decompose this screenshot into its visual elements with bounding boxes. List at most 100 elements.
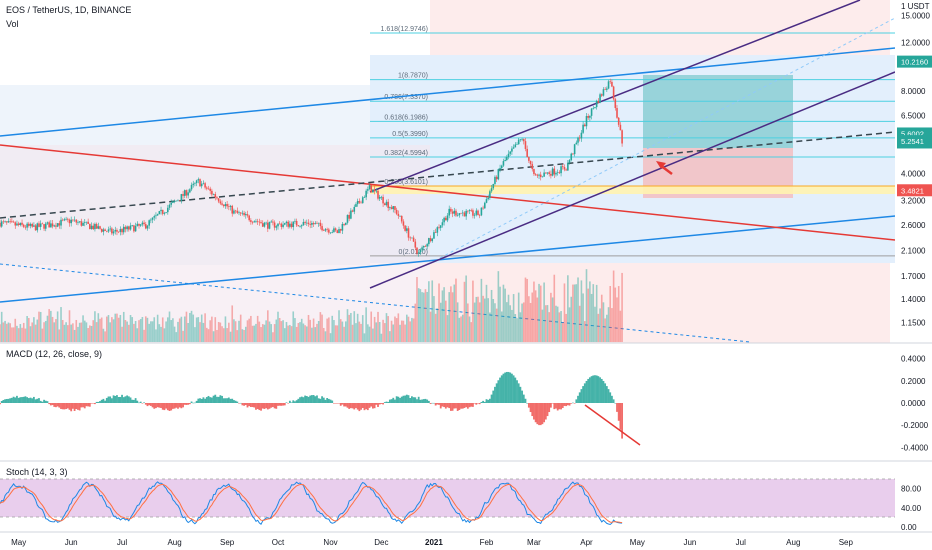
macd-hist-bar	[253, 403, 256, 408]
candle-body	[500, 165, 503, 169]
volume-bar	[595, 284, 598, 342]
macd-hist-bar	[29, 397, 32, 403]
macd-hist-bar	[56, 403, 59, 407]
trend-lines[interactable]	[0, 0, 896, 343]
volume-bar	[268, 321, 271, 342]
candle-body	[114, 229, 117, 232]
macd-hist-bar	[178, 403, 181, 408]
macd-hist-bar	[22, 396, 25, 403]
price-label-text: 10.2160	[901, 58, 928, 67]
macd-hist-bar	[210, 397, 213, 403]
volume-bar	[180, 316, 183, 342]
candle-body	[144, 224, 147, 229]
macd-hist-bar	[558, 403, 561, 410]
candle-body	[222, 204, 225, 207]
candle-body	[9, 221, 11, 222]
volume-bar	[60, 307, 62, 342]
macd-hist-bar	[366, 403, 369, 411]
candle-body	[548, 172, 551, 174]
macd-hist-bar	[138, 402, 140, 404]
volume-bar	[75, 319, 78, 342]
candle-body	[465, 210, 467, 217]
macd-hist-bar	[512, 375, 515, 403]
macd-hist-bar	[411, 396, 413, 403]
macd-hist-bar	[110, 398, 113, 403]
candle-body	[234, 210, 237, 212]
candle-body	[36, 223, 39, 231]
volume-bar	[529, 302, 532, 342]
macd-pane[interactable]: MACD (12, 26, close, 9) 0.4000 0.2000 0.00…	[0, 349, 929, 452]
macd-hist-bar	[131, 399, 134, 403]
volume-bar	[551, 297, 554, 342]
macd-hist-bar	[611, 395, 613, 403]
candle-body	[256, 221, 259, 222]
volume-bar	[216, 329, 218, 342]
fib-level-label: 0(2.0110)	[399, 249, 428, 256]
macd-hist-bar	[16, 395, 18, 403]
volume-bar	[311, 327, 313, 342]
macd-hist-bar	[283, 403, 286, 406]
macd-hist-bar	[351, 403, 354, 409]
candle-body	[572, 153, 574, 155]
volume-bar	[377, 311, 379, 342]
candle-body	[182, 194, 184, 196]
macd-hist-bar	[285, 402, 288, 403]
macd-hist-bar	[36, 398, 39, 403]
volume-bar	[299, 322, 301, 342]
macd-hist-bar	[148, 403, 151, 406]
volume-bar	[187, 323, 189, 342]
time-axis[interactable]: May Jun Jul Aug Sep Oct Nov Dec 2021 Feb Mar Apr May…	[11, 538, 853, 547]
macd-hist-bar	[177, 403, 179, 409]
candle-body	[324, 229, 327, 231]
candle-body	[587, 116, 589, 118]
volume-bar	[336, 325, 339, 342]
volume-bar	[158, 324, 161, 342]
candle-body	[361, 197, 364, 204]
candle-body	[380, 196, 383, 198]
volume-bar	[7, 322, 10, 342]
candle-body	[148, 220, 150, 226]
candle-body	[487, 197, 489, 200]
macd-hist-bar	[373, 403, 376, 409]
price-tick-label: 2.6000	[901, 221, 926, 230]
volume-bar	[387, 316, 389, 342]
macd-hist-bar	[360, 403, 362, 410]
volume-bar	[404, 324, 406, 342]
volume-bar	[290, 326, 293, 342]
candle-body	[243, 212, 245, 216]
fib-retracement[interactable]: 1.618(12.9746) 1(8.7870) 0.786(7.3370) 0.61…	[370, 26, 895, 257]
candle-body	[94, 223, 96, 230]
macd-hist-bar	[233, 400, 235, 403]
macd-hist-bar	[100, 399, 103, 403]
macd-hist-bar	[305, 396, 308, 403]
stoch-pane[interactable]: Stoch (14, 3, 3) 80.00 40.00 0.00	[0, 467, 922, 532]
fib-level-label: 0.236(3.6101)	[384, 179, 428, 186]
candle-body	[248, 215, 250, 221]
macd-hist-bar	[258, 403, 261, 411]
volume-bar	[604, 318, 606, 342]
candles[interactable]	[0, 78, 623, 257]
volume-bar	[482, 295, 484, 342]
candle-body	[333, 228, 335, 233]
macd-hist-bar	[556, 403, 559, 411]
macd-hist-bar	[244, 403, 247, 406]
candle-body	[46, 222, 49, 224]
candle-body	[339, 229, 342, 231]
candle-body	[83, 222, 86, 223]
volume-bar	[431, 280, 434, 342]
candle-body	[22, 224, 25, 227]
candle-body	[424, 246, 427, 247]
macd-hist-bar	[505, 371, 508, 403]
macd-hist-bar	[17, 397, 20, 403]
volume-bar	[575, 284, 578, 342]
macd-hist-bar	[490, 394, 493, 403]
candle-body	[90, 225, 93, 230]
candle-body	[485, 199, 488, 203]
macd-hist-bar	[461, 403, 464, 409]
macd-hist-bar	[175, 403, 178, 408]
candle-body	[477, 210, 479, 216]
volume-bar	[111, 317, 113, 342]
candle-body	[134, 225, 137, 232]
